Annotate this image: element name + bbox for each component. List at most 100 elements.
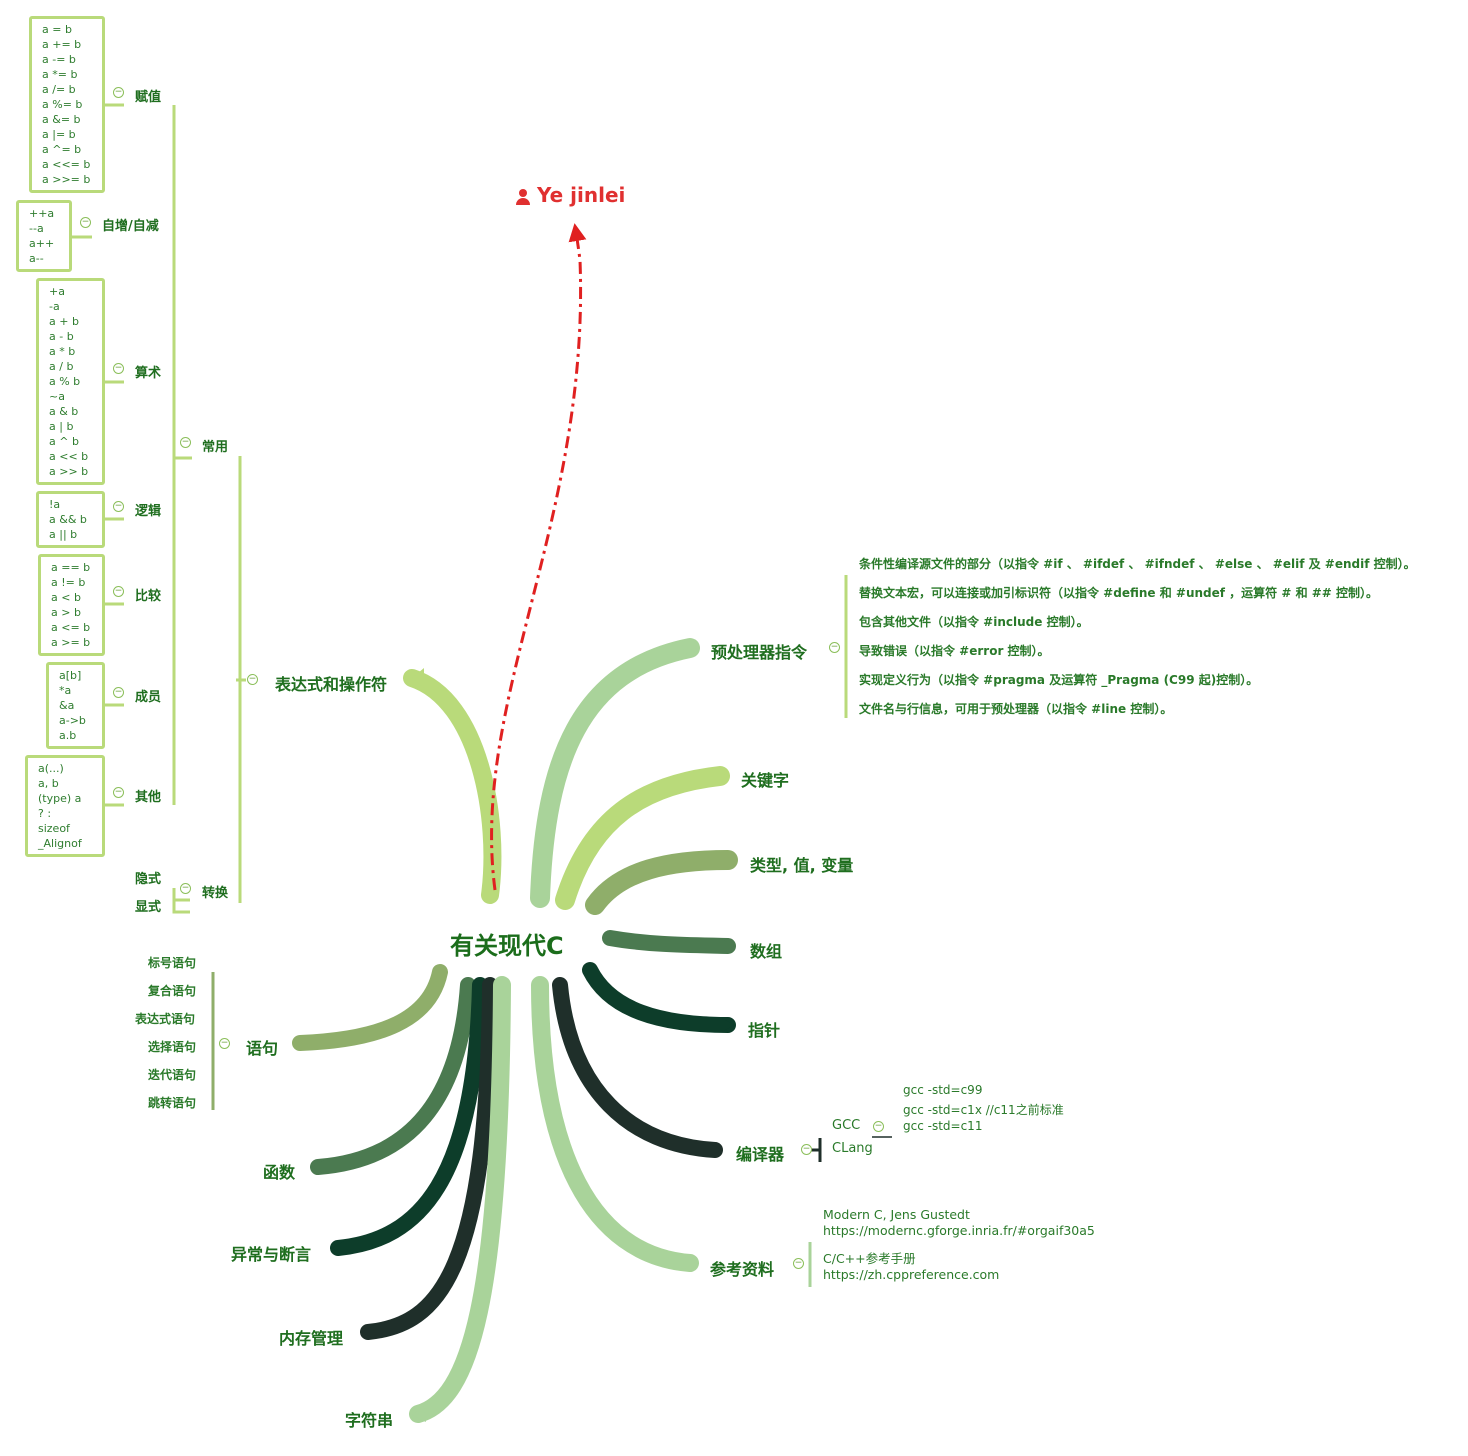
box-line: a[b] <box>59 669 82 682</box>
preproc-item[interactable]: 包含其他文件（以指令 #include 控制）。 <box>859 615 1089 629</box>
minus-circle-icon[interactable]: − <box>113 687 124 698</box>
box-line: sizeof <box>38 822 70 835</box>
branch-arrays <box>602 930 736 954</box>
statement-item[interactable]: 跳转语句 <box>148 1096 197 1110</box>
root-topic[interactable]: 有关现代C <box>450 932 564 960</box>
topic-logic[interactable]: 逻辑 <box>135 504 162 519</box>
box-line: *a <box>59 684 72 697</box>
ref-title[interactable]: C/C++参考手册 <box>823 1251 916 1266</box>
arrow-strings <box>412 1406 426 1422</box>
topic-functions[interactable]: 函数 <box>263 1163 296 1182</box>
box-line: &a <box>59 699 75 712</box>
box-line: a++ <box>29 237 55 250</box>
preproc-item[interactable]: 导致错误（以指令 #error 控制）。 <box>859 644 1050 658</box>
arrow-keywords <box>713 768 725 784</box>
arrow-arrays <box>722 939 734 953</box>
statement-item[interactable]: 复合语句 <box>148 984 197 998</box>
minus-circle-icon[interactable]: − <box>793 1258 804 1269</box>
topic-memory[interactable]: 内存管理 <box>279 1329 344 1348</box>
arrow-refs <box>683 1256 695 1270</box>
box-line: a &= b <box>42 113 81 126</box>
minus-circle-icon[interactable]: − <box>247 674 258 685</box>
compiler-gcc[interactable]: GCC <box>832 1118 861 1133</box>
minus-circle-icon[interactable]: − <box>113 586 124 597</box>
box-member: a[b] *a &a a->b a.b <box>46 662 105 749</box>
arrow-statements <box>294 1036 306 1050</box>
preproc-item[interactable]: 替换文本宏，可以连接或加引标识符（以指令 #define 和 #undef ，运… <box>859 586 1379 600</box>
box-other: a(...) a, b (type) a ? : sizeof _Alignof <box>25 755 105 857</box>
preproc-item[interactable]: 实现定义行为（以指令 #pragma 及运算符 _Pragma (C99 起)控… <box>859 673 1259 687</box>
topic-compare[interactable]: 比较 <box>135 589 162 604</box>
minus-circle-icon[interactable]: − <box>873 1121 884 1132</box>
box-line: a < b <box>51 591 81 604</box>
bracket-convert <box>172 888 190 914</box>
box-line: a *= b <box>42 68 78 81</box>
compiler-clang[interactable]: CLang <box>832 1141 873 1156</box>
topic-assign[interactable]: 赋值 <box>135 90 162 105</box>
topic-other[interactable]: 其他 <box>135 790 162 805</box>
branch-statements <box>292 964 448 1051</box>
minus-circle-icon[interactable]: − <box>829 642 840 653</box>
box-line: ~a <box>49 390 65 403</box>
topic-explicit[interactable]: 显式 <box>135 900 162 915</box>
box-line: a & b <box>49 405 79 418</box>
statement-item[interactable]: 选择语句 <box>148 1040 197 1054</box>
gcc-option[interactable]: gcc -std=c1x //c11之前标准 <box>903 1103 1064 1117</box>
topic-exceptions[interactable]: 异常与断言 <box>231 1245 312 1264</box>
topic-implicit[interactable]: 隐式 <box>135 872 162 887</box>
arrow-types <box>721 853 733 867</box>
box-line: a != b <box>51 576 86 589</box>
box-line: a <<= b <box>42 158 91 171</box>
minus-circle-icon[interactable]: − <box>801 1144 812 1155</box>
box-line: a(...) <box>38 762 64 775</box>
preproc-item[interactable]: 文件名与行信息，可用于预处理器（以指令 #line 控制）。 <box>859 702 1173 716</box>
topic-types[interactable]: 类型, 值, 变量 <box>750 856 854 875</box>
ref-url[interactable]: https://zh.cppreference.com <box>823 1267 1000 1282</box>
box-line: a <= b <box>51 621 91 634</box>
arrow-preproc <box>682 640 694 656</box>
minus-circle-icon[interactable]: − <box>180 883 191 894</box>
minus-circle-icon[interactable]: − <box>180 437 191 448</box>
topic-pointers[interactable]: 指针 <box>748 1021 781 1040</box>
topic-convert[interactable]: 转换 <box>202 886 229 901</box>
minus-circle-icon[interactable]: − <box>80 217 91 228</box>
statement-item[interactable]: 表达式语句 <box>135 1012 196 1026</box>
preproc-item[interactable]: 条件性编译源文件的部分（以指令 #if 、 #ifdef 、 #ifndef 、… <box>859 557 1416 571</box>
topic-incdec[interactable]: 自增/自减 <box>102 219 159 234</box>
topic-refs[interactable]: 参考资料 <box>710 1260 775 1279</box>
box-line: a |= b <box>42 128 76 141</box>
topic-common[interactable]: 常用 <box>202 440 229 455</box>
minus-circle-icon[interactable]: − <box>219 1038 230 1049</box>
arrow-memory <box>362 1325 374 1339</box>
box-line: a >> b <box>49 465 89 478</box>
box-line: a += b <box>42 38 82 51</box>
author-name: Ye jinlei <box>536 183 626 207</box>
box-line: a = b <box>42 23 72 36</box>
statement-item[interactable]: 迭代语句 <box>148 1068 197 1082</box>
minus-circle-icon[interactable]: − <box>113 501 124 512</box>
author-label[interactable]: Ye jinlei <box>516 183 625 207</box>
topic-arrays[interactable]: 数组 <box>750 942 783 961</box>
gcc-option[interactable]: gcc -std=c11 <box>903 1119 983 1133</box>
topic-strings[interactable]: 字符串 <box>345 1411 394 1430</box>
gcc-option[interactable]: gcc -std=c99 <box>903 1083 983 1097</box>
topic-compiler[interactable]: 编译器 <box>736 1145 785 1164</box>
topic-member[interactable]: 成员 <box>135 690 162 705</box>
arrow-pointers <box>722 1018 734 1032</box>
box-line: ++a <box>29 207 55 220</box>
ref-url[interactable]: https://modernc.gforge.inria.fr/#orgaif3… <box>823 1223 1095 1238</box>
topic-arith[interactable]: 算术 <box>135 366 162 381</box>
topic-expr[interactable]: 表达式和操作符 <box>275 675 388 694</box>
person-icon <box>516 188 530 205</box>
minus-circle-icon[interactable]: − <box>113 787 124 798</box>
ref-title[interactable]: Modern C, Jens Gustedt <box>823 1207 970 1222</box>
statement-item[interactable]: 标号语句 <box>148 956 197 970</box>
minus-circle-icon[interactable]: − <box>113 87 124 98</box>
bracket-expr <box>236 456 246 903</box>
topic-keywords[interactable]: 关键字 <box>741 771 790 790</box>
topic-preproc[interactable]: 预处理器指令 <box>711 643 808 662</box>
box-compare: a == b a != b a < b a > b a <= b a >= b <box>38 554 105 656</box>
topic-statements[interactable]: 语句 <box>246 1039 279 1058</box>
minus-circle-icon[interactable]: − <box>113 363 124 374</box>
